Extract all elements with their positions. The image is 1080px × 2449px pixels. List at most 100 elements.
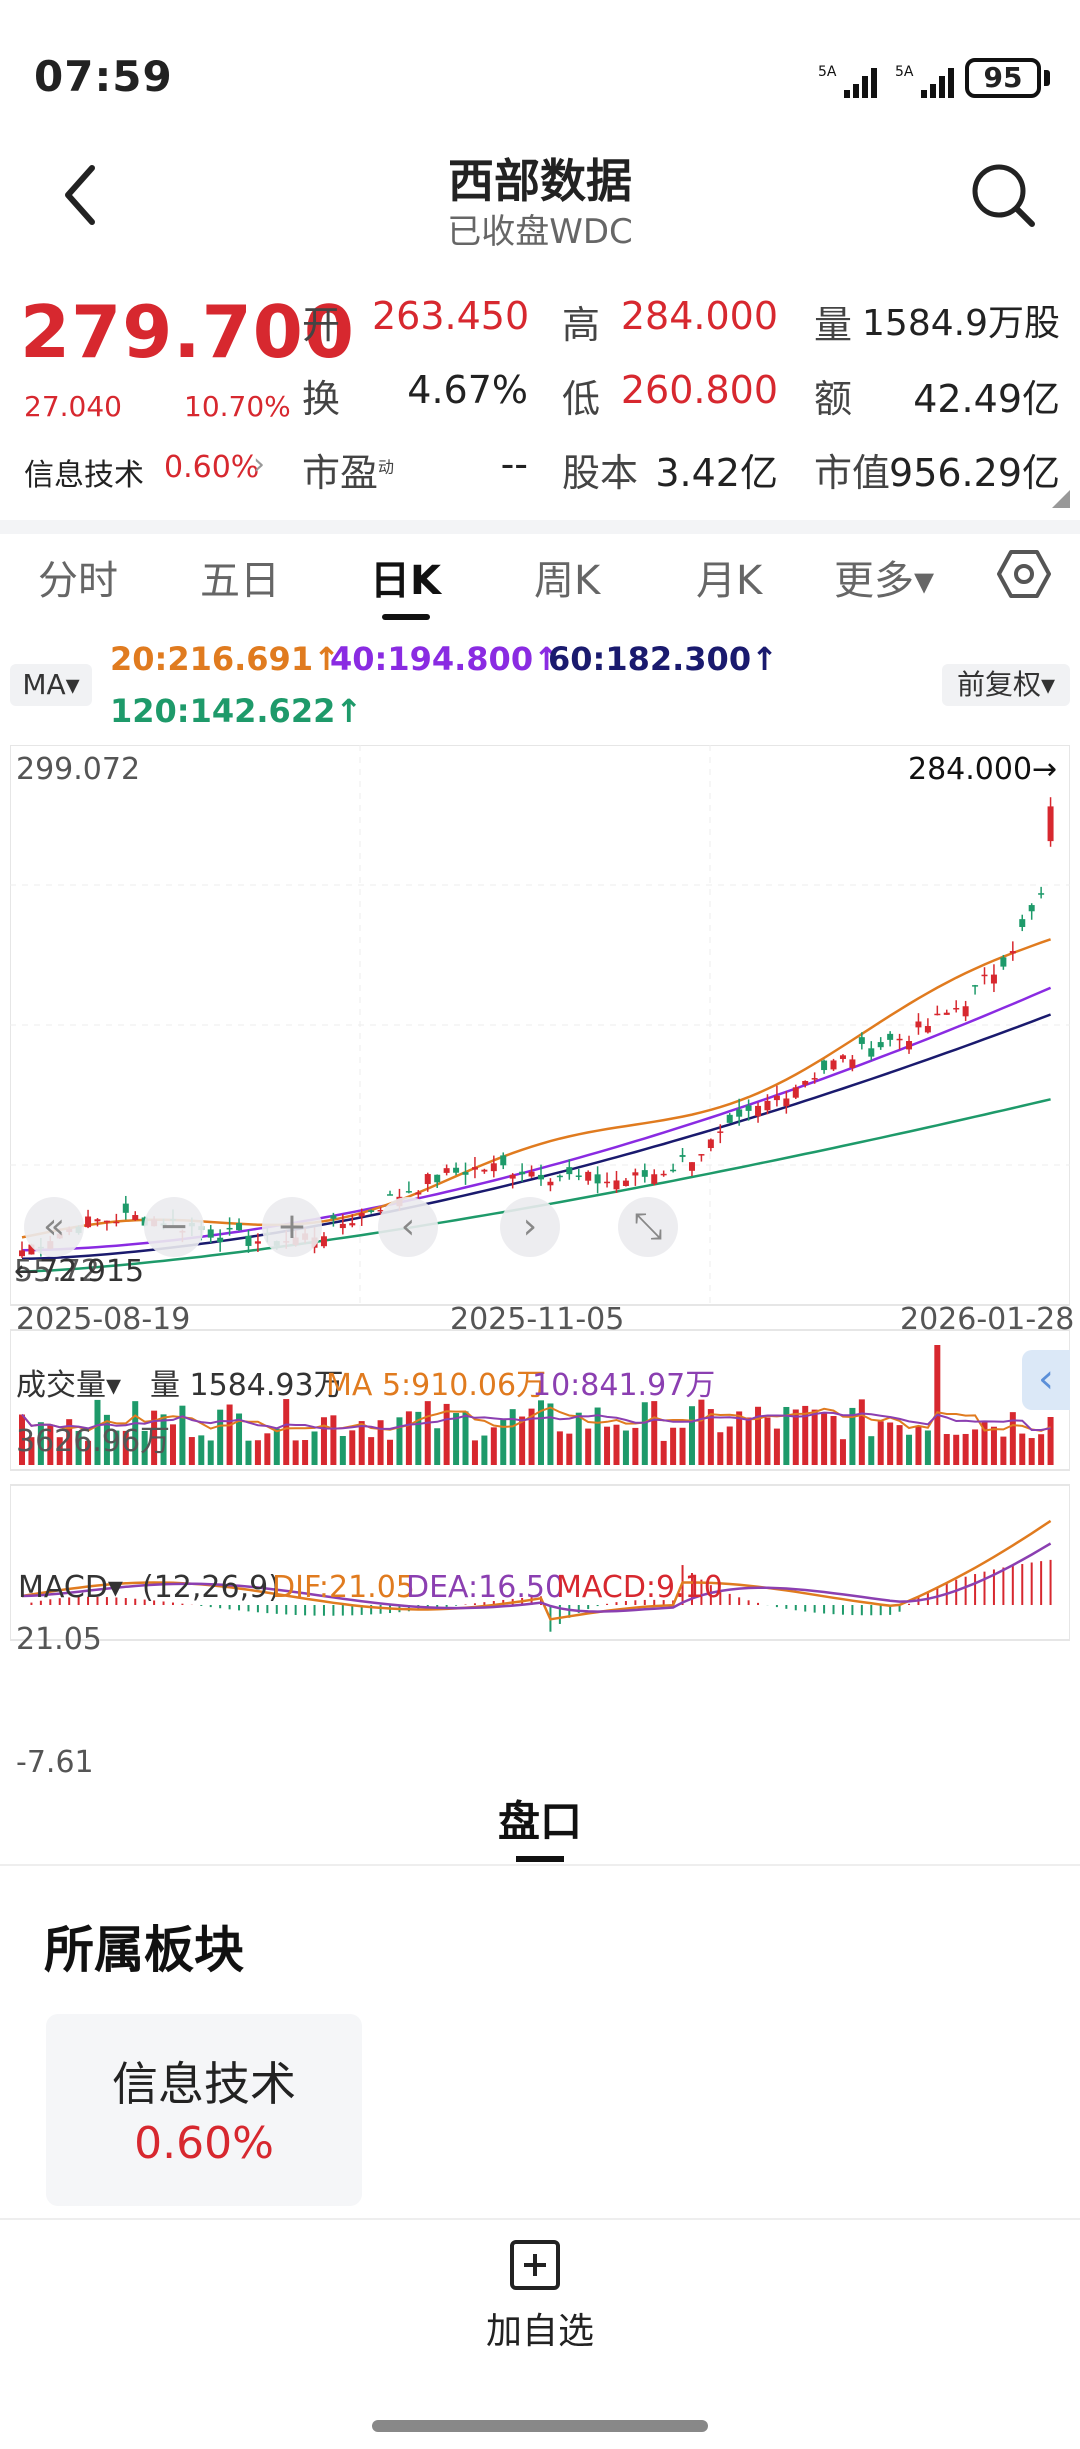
scroll-left-button[interactable]: ‹ — [378, 1197, 438, 1257]
volume-bar — [670, 1427, 677, 1465]
volume-bar — [821, 1412, 828, 1465]
price-change: 27.040 — [24, 390, 122, 423]
ma120-label: 120:142.622↑ — [110, 692, 363, 730]
volume-bar — [556, 1431, 563, 1465]
candle-body — [773, 1095, 780, 1101]
volume-bar — [169, 1424, 176, 1465]
volume-bar — [283, 1399, 290, 1465]
candle-body — [868, 1048, 875, 1057]
section-title: 所属板块 — [44, 1921, 244, 1979]
ma-line — [21, 938, 1052, 1239]
volume-bar — [1028, 1438, 1035, 1465]
volume-bar — [1009, 1412, 1016, 1465]
candle-body — [415, 1192, 422, 1195]
market-status: 已收盘WDC — [447, 212, 633, 252]
volume-frame — [10, 1329, 1070, 1471]
candle-body — [349, 1223, 356, 1226]
field-label-turnover: 换 — [302, 377, 341, 421]
volume-bar — [688, 1406, 695, 1465]
back-button[interactable] — [50, 160, 120, 230]
home-indicator[interactable] — [372, 2420, 708, 2432]
settings-hexagon-icon[interactable] — [996, 546, 1052, 602]
candle-body — [217, 1237, 224, 1243]
candle-body — [94, 1219, 101, 1222]
tab-five-day[interactable]: 五日 — [200, 558, 280, 604]
candle-body — [887, 1033, 894, 1040]
candle-body — [575, 1175, 582, 1177]
volume-bar — [604, 1426, 611, 1465]
volume-bar — [877, 1421, 884, 1465]
candles — [19, 797, 1054, 1258]
adjustment-selector[interactable]: 前复权▾ — [942, 664, 1070, 706]
expand-panel-icon[interactable]: ‹ — [1022, 1350, 1070, 1410]
field-label-open: 开 — [302, 303, 341, 347]
signal-icon: 5A — [818, 64, 877, 98]
volume-bar — [1047, 1417, 1054, 1465]
sector-card[interactable] — [46, 2014, 362, 2206]
volume-bar — [934, 1345, 941, 1465]
volume-bar — [330, 1415, 337, 1465]
candle-body — [28, 1244, 35, 1255]
tab-pankou[interactable]: 盘口 — [497, 1797, 582, 1846]
ma-selector[interactable]: MA▾ — [10, 664, 92, 706]
volume-selector[interactable]: 成交量▾ — [16, 1368, 122, 1403]
volume-bar — [302, 1440, 309, 1465]
candle-body — [943, 1012, 950, 1015]
volume-bar — [783, 1406, 790, 1465]
corner-mark — [1052, 490, 1070, 508]
candle-body — [490, 1163, 497, 1172]
price-change-percent: 10.70% — [184, 390, 291, 423]
stock-title: 西部数据 — [448, 154, 632, 208]
sector-link-percent[interactable]: 0.60% — [164, 450, 260, 485]
volume-bar — [490, 1427, 497, 1465]
y-low-text: 55.72 — [14, 1254, 100, 1289]
tab-more[interactable]: 更多▾ — [834, 558, 935, 604]
volume-bar — [849, 1407, 856, 1465]
volume-bar — [377, 1420, 384, 1465]
bottom-divider — [0, 2218, 1080, 2220]
chevron-right-icon[interactable]: › — [253, 447, 265, 482]
candle-body — [1047, 806, 1054, 842]
candle-body — [519, 1171, 526, 1175]
scroll-start-button[interactable]: « — [24, 1197, 84, 1257]
volume-bar — [396, 1417, 403, 1465]
x-label-end: 2026-01-28 — [900, 1302, 1075, 1337]
scroll-right-button[interactable]: › — [500, 1197, 560, 1257]
chart-grid — [10, 745, 1070, 1306]
macd-lines — [21, 1519, 1052, 1621]
volume-bar — [915, 1425, 922, 1465]
tab-weekly-k[interactable]: 周K — [534, 558, 601, 604]
volume-bar — [641, 1402, 648, 1465]
candle-body — [792, 1087, 799, 1098]
candle-body — [471, 1167, 478, 1170]
field-value-open: 263.450 — [372, 294, 530, 338]
price-frame — [10, 745, 1070, 1306]
add-watchlist-label: 加自选 — [485, 2311, 594, 2352]
volume-bar — [245, 1440, 252, 1465]
volume-bar — [349, 1430, 356, 1465]
tab-intraday[interactable]: 分时 — [38, 558, 118, 604]
macd-max: 21.05 — [16, 1622, 102, 1657]
volume-bar — [509, 1409, 516, 1465]
candle-body — [19, 1250, 25, 1257]
volume-bar — [481, 1435, 488, 1465]
search-icon[interactable] — [968, 160, 1038, 230]
zoom-in-button[interactable]: + — [262, 1197, 322, 1257]
fullscreen-button[interactable]: ⤡ — [618, 1197, 678, 1257]
volume-bar — [538, 1400, 544, 1465]
macd-selector[interactable]: MACD▾ — [18, 1570, 123, 1605]
candle-body — [538, 1174, 544, 1180]
candle-body — [122, 1203, 129, 1213]
sector-link-name[interactable]: 信息技术 — [24, 458, 144, 493]
volume-bar — [613, 1424, 620, 1465]
candle-body — [556, 1175, 563, 1178]
candle-body — [547, 1181, 554, 1186]
field-label-amount: 额 — [814, 377, 853, 421]
volume-bar — [585, 1428, 592, 1465]
svg-text:5A: 5A — [818, 64, 837, 80]
tab-daily-k[interactable]: 日K — [370, 558, 441, 604]
tab-monthly-k[interactable]: 月K — [696, 558, 763, 604]
zoom-out-button[interactable]: − — [144, 1197, 204, 1257]
candle-body — [330, 1215, 337, 1219]
volume-bar — [434, 1428, 441, 1465]
